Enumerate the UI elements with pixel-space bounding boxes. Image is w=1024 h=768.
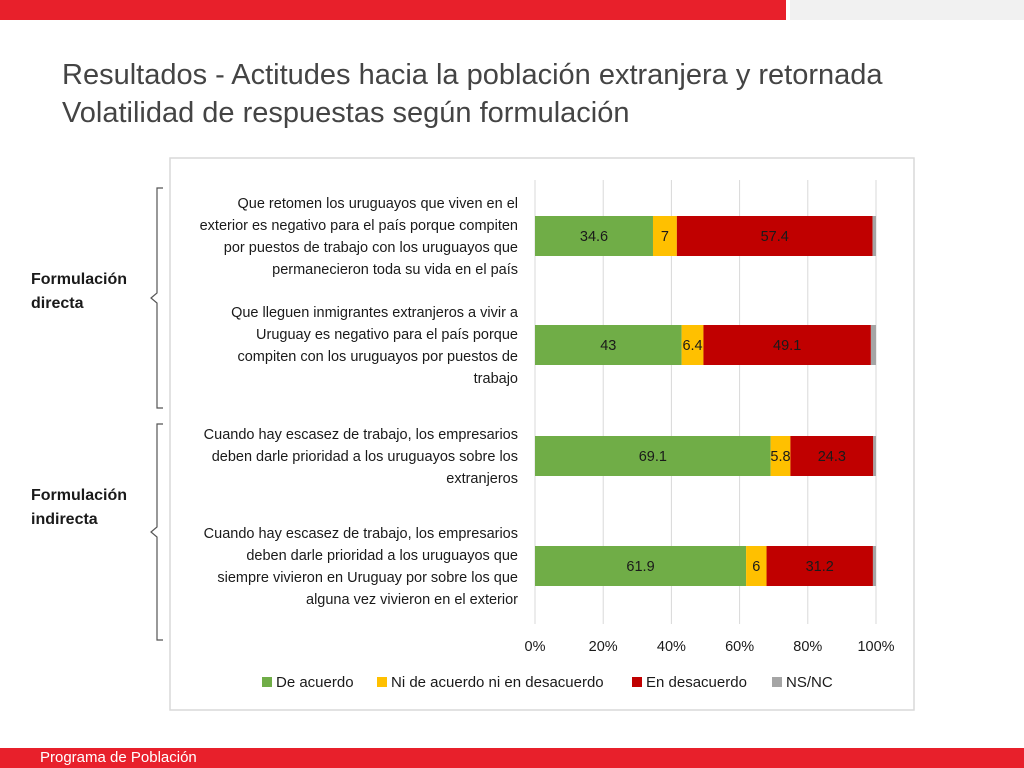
legend-swatch-desacuerdo — [632, 677, 642, 687]
category-label: alguna vez vivieron en el exterior — [306, 592, 518, 608]
data-label: 5.8 — [770, 449, 790, 465]
data-label: 43 — [600, 338, 616, 354]
bar-de_acuerdo — [535, 325, 682, 365]
bar-desacuerdo — [676, 216, 873, 256]
bar-desacuerdo — [703, 325, 871, 365]
category-label: siempre vivieron en Uruguay por sobre lo… — [217, 570, 518, 586]
bar-nsnc — [872, 546, 876, 586]
bar-desacuerdo — [790, 436, 874, 476]
group-label-directa: Formulación directa — [31, 268, 151, 316]
legend-label: Ni de acuerdo ni en desacuerdo — [391, 674, 604, 691]
bracket-indirecta — [150, 423, 163, 641]
slide-title-line-2: Volatilidad de respuestas según formulac… — [62, 97, 630, 129]
data-label: 69.1 — [639, 449, 667, 465]
group-label-directa-line-2: directa — [31, 295, 84, 312]
slide-title-line-1: Resultados - Actitudes hacia la població… — [62, 59, 883, 91]
category-label: extranjeros — [446, 471, 518, 487]
legend-swatch-de_acuerdo — [262, 677, 272, 687]
legend-swatch-ni — [377, 677, 387, 687]
bar-ni — [770, 436, 791, 476]
bar-ni — [746, 546, 767, 586]
bar-nsnc — [870, 325, 876, 365]
category-label: trabajo — [474, 371, 518, 387]
category-label: Que lleguen inmigrantes extranjeros a vi… — [231, 305, 519, 321]
footer-bar: Programa de Población — [0, 748, 1024, 768]
bracket-directa — [150, 187, 163, 409]
category-label: deben darle prioridad a los uruguayos so… — [212, 449, 518, 465]
data-label: 61.9 — [626, 559, 654, 575]
category-label: Uruguay es negativo para el país porque — [256, 327, 518, 343]
x-tick-label: 20% — [589, 639, 618, 655]
bar-ni — [652, 216, 677, 256]
group-label-indirecta-line-1: Formulación — [31, 487, 128, 504]
top-accent-bar — [0, 0, 786, 20]
data-label: 31.2 — [806, 559, 834, 575]
bar-nsnc — [872, 216, 876, 256]
data-label: 6 — [752, 559, 760, 575]
data-label: 7 — [661, 229, 669, 245]
group-label-indirecta-line-2: indirecta — [31, 511, 98, 528]
legend-label: En desacuerdo — [646, 674, 747, 691]
bar-ni — [681, 325, 704, 365]
x-tick-label: 80% — [793, 639, 822, 655]
category-label: Que retomen los uruguayos que viven en e… — [237, 196, 518, 212]
group-label-indirecta: Formulación indirecta — [31, 484, 151, 532]
category-label: compiten con los uruguayos por puestos d… — [237, 349, 518, 365]
category-label: Cuando hay escasez de trabajo, los empre… — [204, 427, 518, 443]
x-tick-label: 40% — [657, 639, 686, 655]
group-label-directa-line-1: Formulación — [31, 271, 128, 288]
x-tick-label: 0% — [525, 639, 546, 655]
legend-label: NS/NC — [786, 674, 833, 691]
category-label: permanecieron toda su vida en el país — [272, 262, 518, 278]
top-accent-bar-gray — [790, 0, 1024, 20]
bar-de_acuerdo — [535, 436, 771, 476]
category-label: por puestos de trabajo con los uruguayos… — [224, 240, 518, 256]
x-tick-label: 100% — [857, 639, 894, 655]
data-label: 6.4 — [682, 338, 702, 354]
bar-desacuerdo — [766, 546, 873, 586]
bar-nsnc — [873, 436, 876, 476]
data-label: 34.6 — [580, 229, 608, 245]
category-label: deben darle prioridad a los uruguayos qu… — [246, 548, 518, 564]
category-label: exterior es negativo para el país porque… — [200, 218, 518, 234]
footer-text: Programa de Población — [40, 749, 197, 766]
x-tick-label: 60% — [725, 639, 754, 655]
data-label: 49.1 — [773, 338, 801, 354]
legend-swatch-nsnc — [772, 677, 782, 687]
category-label: Cuando hay escasez de trabajo, los empre… — [204, 526, 518, 542]
bar-de_acuerdo — [535, 546, 747, 586]
bar-de_acuerdo — [535, 216, 653, 256]
slide-title: Resultados - Actitudes hacia la població… — [62, 56, 1002, 132]
data-label: 24.3 — [818, 449, 846, 465]
legend-label: De acuerdo — [276, 674, 354, 691]
data-label: 57.4 — [761, 229, 789, 245]
